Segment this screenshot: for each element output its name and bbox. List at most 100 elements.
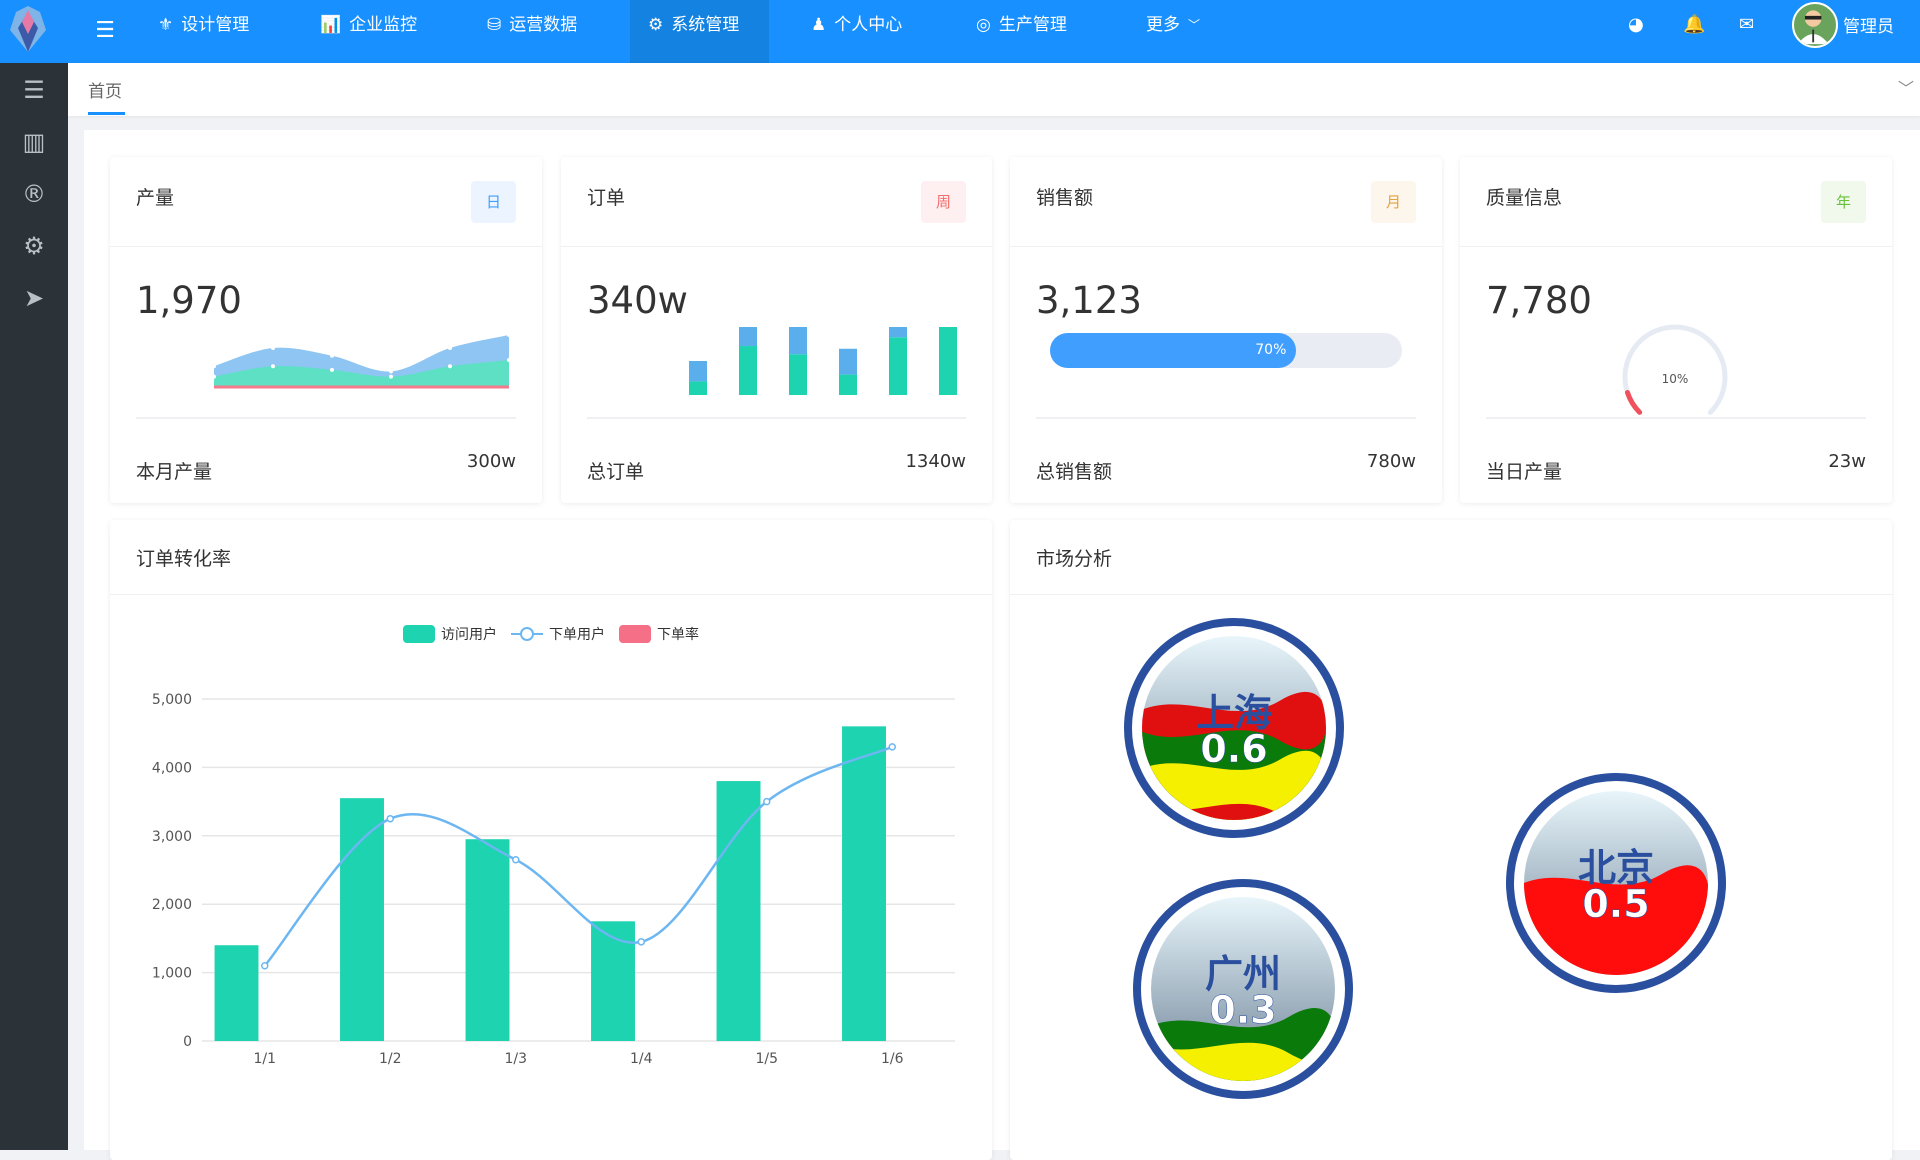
mini-bar-green — [939, 327, 957, 395]
footer-label: 总订单 — [587, 461, 645, 483]
mini-area-chart — [212, 333, 511, 389]
bar — [716, 781, 761, 1041]
card-title: 订单 — [587, 187, 626, 209]
mini-bar-blue — [739, 327, 757, 347]
conversion-chart-card: 订单转化率 访问用户 下单用户 下单率 0 1,000 2,000 3,000 4,00… — [110, 520, 992, 1160]
chevron-down-icon: ﹀ — [1188, 18, 1201, 32]
area-point — [389, 374, 393, 379]
stat-card-production: 产量 日 1,970 本月产量 300w — [110, 157, 542, 503]
gear-icon[interactable]: ⚙ — [23, 232, 45, 260]
period-badge[interactable]: 月 — [1371, 181, 1416, 223]
send-icon[interactable]: ➤ — [23, 284, 45, 312]
legend-item[interactable]: 下单率 — [619, 624, 699, 644]
section-title: 市场分析 — [1036, 548, 1113, 570]
legend-swatch — [619, 625, 651, 643]
bar — [340, 798, 384, 1041]
chevron-down-icon[interactable]: ﹀ — [1897, 79, 1914, 98]
instagram-icon: ◎ — [976, 15, 991, 35]
dashboard-icon[interactable]: ◕ — [1628, 14, 1644, 35]
y-tick-label: 5,000 — [152, 692, 192, 708]
y-tick-label: 1,000 — [152, 966, 192, 982]
user-icon: ♟ — [811, 15, 827, 35]
stat-value: 1,970 — [136, 279, 242, 322]
divider — [136, 417, 516, 419]
card-title: 质量信息 — [1486, 187, 1563, 209]
area-point — [271, 364, 275, 369]
ball-city-label: 上海 — [1196, 691, 1272, 735]
legend-item[interactable]: 下单用户 — [511, 624, 605, 644]
nav-item-more[interactable]: 更多 ﹀ — [1128, 0, 1218, 50]
mini-bar-blue — [789, 327, 807, 355]
gauge-value — [1624, 389, 1643, 415]
area-point — [389, 369, 393, 374]
bell-icon[interactable]: 🔔 — [1683, 14, 1706, 35]
ball-value-label: 0.6 — [1200, 727, 1267, 771]
line-point — [637, 938, 645, 946]
mini-bar-blue — [889, 327, 907, 338]
y-tick-label: 2,000 — [152, 897, 192, 913]
app-logo[interactable] — [4, 4, 52, 54]
chart-legend: 访问用户 下单用户 下单率 — [110, 624, 992, 644]
line-point — [763, 797, 771, 806]
ball-value-label: 0.5 — [1582, 882, 1649, 926]
legend-item[interactable]: 访问用户 — [403, 624, 497, 644]
stat-card-orders: 订单 周 340w 总订单 1340w — [561, 157, 992, 503]
x-tick-label: 1/1 — [253, 1051, 276, 1067]
menu-toggle-icon[interactable]: ☰ — [95, 18, 115, 43]
line-point — [512, 855, 520, 864]
nav-item-monitor[interactable]: 📊 企业监控 — [302, 0, 435, 50]
registered-icon[interactable]: ® — [22, 180, 46, 208]
area-point — [271, 346, 275, 350]
sidebar: ☰ ▥ ® ⚙ ➤ — [0, 63, 68, 1150]
mini-bar-green — [739, 346, 757, 395]
ball-city-label: 北京 — [1578, 846, 1654, 890]
sales-progress-bar: 70% — [1050, 333, 1402, 368]
area-point — [330, 353, 334, 358]
nav-item-production[interactable]: ◎ 生产管理 — [958, 0, 1085, 50]
period-badge[interactable]: 年 — [1821, 181, 1866, 223]
stat-value: 340w — [587, 279, 688, 322]
divider — [1036, 417, 1416, 419]
liquid-ball — [1151, 897, 1335, 1081]
y-tick-label: 0 — [183, 1034, 192, 1050]
avatar[interactable] — [1792, 2, 1838, 48]
progress-fill: 70% — [1050, 333, 1297, 368]
line-point — [261, 962, 269, 970]
design-icon: ⚜ — [158, 15, 174, 35]
section-title: 订单转化率 — [136, 548, 232, 570]
card-title: 产量 — [136, 187, 175, 209]
nav-item-system[interactable]: ⚙ 系统管理 — [630, 0, 770, 63]
footer-label: 当日产量 — [1486, 461, 1563, 483]
divider — [1486, 417, 1866, 419]
area-point — [212, 364, 216, 369]
legend-swatch — [403, 625, 435, 643]
nav-item-personal[interactable]: ♟ 个人中心 — [793, 0, 920, 50]
x-tick-label: 1/4 — [630, 1051, 653, 1067]
mini-bar-green — [789, 354, 807, 395]
bar-chart-icon: 📊 — [320, 15, 342, 35]
wave — [1524, 865, 1708, 975]
database-icon: ⛁ — [487, 15, 502, 35]
mini-bar-green — [839, 374, 857, 395]
footer-value: 300w — [466, 451, 516, 472]
user-name[interactable]: 管理员 — [1843, 17, 1894, 37]
tab-home[interactable]: 首页 — [88, 82, 122, 102]
ball-outline — [1506, 773, 1726, 993]
nav-item-operations[interactable]: ⛁ 运营数据 — [469, 0, 595, 50]
mail-icon[interactable]: ✉ — [1739, 14, 1755, 35]
market-analysis-card: 市场分析 上海 0.6 北京 0.5 广州 0.3 — [1010, 520, 1892, 1160]
divider — [587, 417, 966, 419]
period-badge[interactable]: 周 — [921, 181, 966, 223]
mini-bar-green — [889, 337, 907, 395]
nav-item-design[interactable]: ⚜ 设计管理 — [140, 0, 267, 50]
area-point — [212, 374, 216, 379]
period-badge[interactable]: 日 — [471, 181, 516, 223]
area-point — [448, 346, 452, 350]
footer-value: 23w — [1828, 451, 1866, 472]
map-icon[interactable]: ▥ — [22, 128, 46, 156]
mini-bar-blue — [839, 348, 857, 375]
list-icon[interactable]: ☰ — [23, 76, 45, 104]
bar — [591, 921, 635, 1041]
x-tick-label: 1/2 — [379, 1051, 402, 1067]
conversion-chart: 0 1,000 2,000 3,000 4,000 5,000 1/1 1/2 1/3 1/4 1/… — [152, 692, 955, 1067]
